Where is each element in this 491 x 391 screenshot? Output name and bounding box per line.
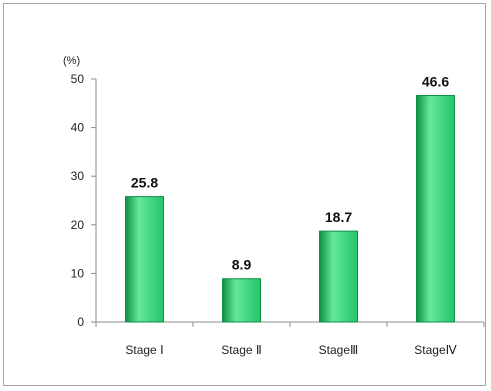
y-tick-label: 10 [71,266,85,280]
bar [319,230,358,323]
y-tick-label: 20 [71,218,85,232]
category-label: StageⅣ [414,343,456,357]
data-label: 8.9 [232,257,252,273]
data-label: 25.8 [131,175,158,191]
bar [416,95,455,323]
data-label: 46.6 [422,74,449,90]
bar [222,278,261,323]
bar [125,196,164,323]
category-label: StageⅢ [319,343,359,357]
y-tick-label: 40 [71,121,85,135]
category-label: Stage Ⅱ [221,343,262,357]
category-label: Stage Ⅰ [125,343,163,357]
y-tick-label: 0 [77,315,84,329]
y-unit-label: (%) [63,55,80,67]
y-tick-label: 30 [71,169,85,183]
y-tick-label: 50 [71,72,85,86]
data-label: 18.7 [325,209,352,225]
